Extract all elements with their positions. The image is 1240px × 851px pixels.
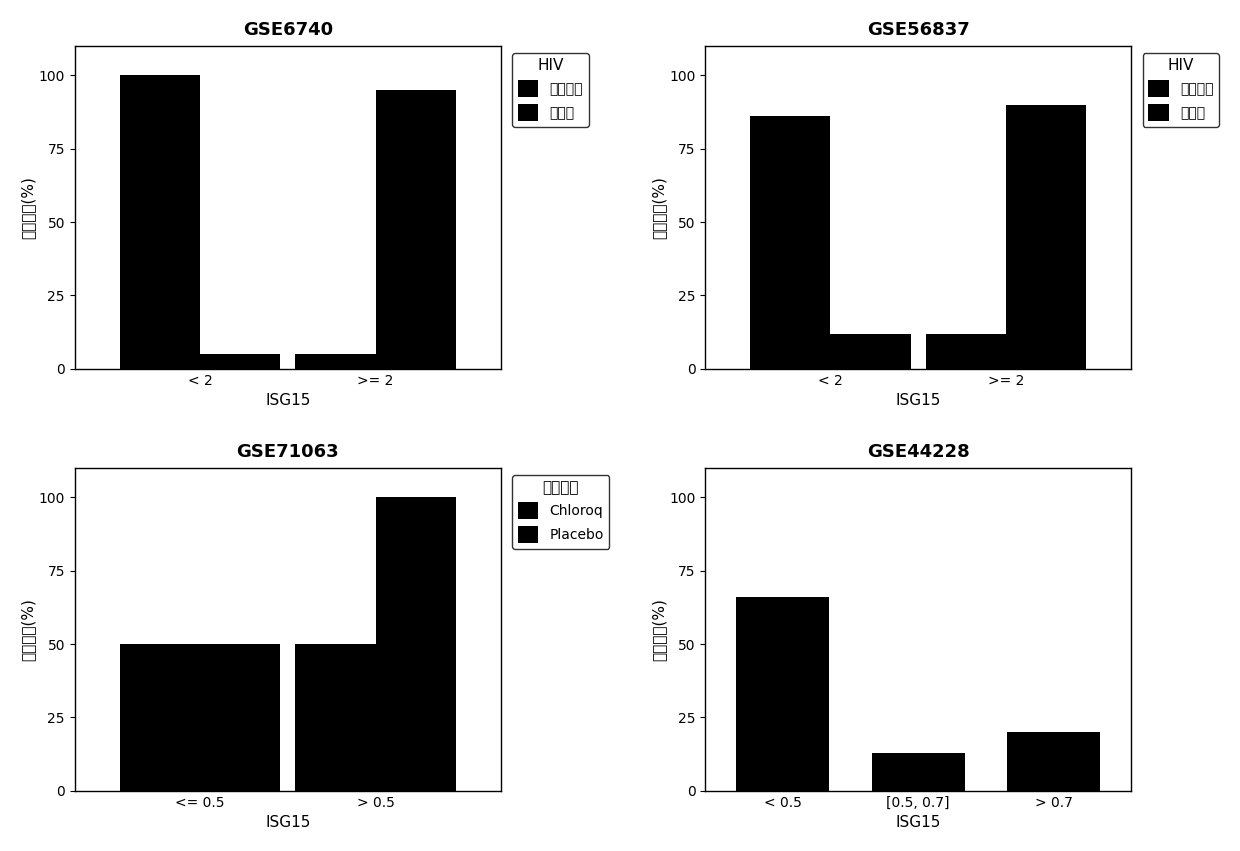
Title: GSE71063: GSE71063 (237, 443, 339, 461)
Bar (1006, 105, 1086, 368)
Bar (737, 597, 830, 791)
Bar (295, 354, 376, 368)
Legend: 无进展型, 进展型: 无进展型, 进展型 (1142, 53, 1219, 127)
Title: GSE44228: GSE44228 (867, 443, 970, 461)
Bar (200, 354, 280, 368)
X-axis label: ISG15: ISG15 (895, 815, 941, 831)
Bar (750, 117, 831, 368)
Bar (376, 497, 456, 791)
Bar (295, 644, 376, 791)
Title: GSE6740: GSE6740 (243, 20, 332, 39)
Legend: Chloroq, Placebo: Chloroq, Placebo (512, 475, 610, 549)
Y-axis label: 所占比例(%): 所占比例(%) (651, 176, 666, 239)
Y-axis label: 所占比例(%): 所占比例(%) (21, 598, 36, 660)
Bar (120, 644, 200, 791)
Bar (872, 752, 965, 791)
Legend: 无进展型, 进展型: 无进展型, 进展型 (512, 53, 589, 127)
X-axis label: ISG15: ISG15 (895, 393, 941, 408)
Y-axis label: 所占比例(%): 所占比例(%) (651, 598, 666, 660)
Bar (120, 75, 200, 368)
X-axis label: ISG15: ISG15 (265, 393, 310, 408)
Bar (376, 90, 456, 368)
Y-axis label: 所占比例(%): 所占比例(%) (21, 176, 36, 239)
Bar (1007, 732, 1100, 791)
Bar (831, 334, 910, 368)
Title: GSE56837: GSE56837 (867, 20, 970, 39)
X-axis label: ISG15: ISG15 (265, 815, 310, 831)
Bar (926, 334, 1006, 368)
Bar (200, 644, 280, 791)
